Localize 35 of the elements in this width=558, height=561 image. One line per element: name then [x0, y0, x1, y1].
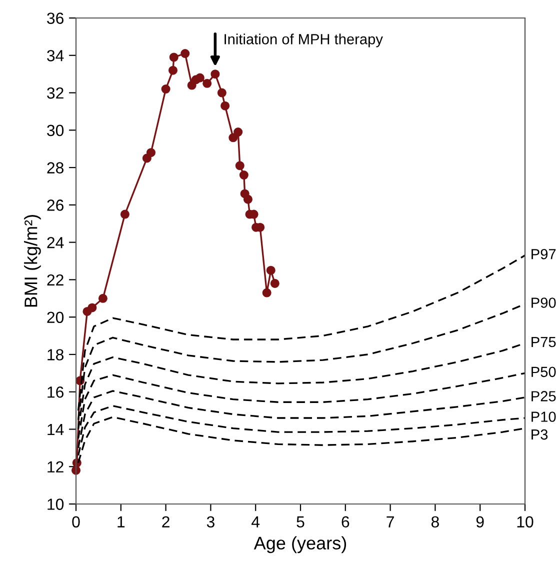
y-tick-label: 28 [47, 162, 64, 174]
x-tick-label: 3 [206, 516, 214, 528]
y-axis-title: BMI (kg/m²) [24, 214, 41, 307]
y-tick-label: 16 [48, 386, 64, 398]
series-label: P97 [532, 248, 556, 260]
series-label: P50 [532, 366, 556, 378]
x-axis-title: Age (years) [254, 536, 346, 554]
x-tick-label: 0 [72, 516, 80, 528]
y-tick-label: 36 [47, 12, 64, 24]
x-tick-label: 9 [476, 516, 484, 528]
y-tick-label: 30 [47, 124, 64, 136]
series-label: P3 [532, 429, 548, 440]
x-tick-label: 1 [118, 516, 125, 528]
y-tick-label: 18 [48, 349, 64, 360]
y-tick-label: 14 [48, 424, 64, 436]
y-tick-label: 22 [47, 274, 64, 286]
series-label: P90 [532, 298, 556, 308]
x-tick-label: 4 [252, 516, 260, 528]
y-tick-label: 20 [47, 312, 64, 324]
x-tick-label: 5 [296, 516, 304, 528]
annotation: Initiation of MPH therapy [224, 34, 383, 48]
x-tick-label: 7 [386, 516, 394, 528]
x-tick-label: 10 [517, 516, 534, 528]
y-tick-label: 24 [47, 236, 64, 248]
y-tick-label: 34 [47, 50, 64, 62]
x-tick-label: 2 [162, 516, 170, 528]
y-tick-label: 26 [47, 200, 64, 211]
y-tick-label: 10 [48, 498, 64, 510]
series-label: P25 [532, 391, 556, 402]
y-tick-label: 32 [47, 87, 64, 99]
y-tick-label: 12 [48, 461, 64, 472]
x-tick-label: 8 [431, 516, 439, 528]
x-tick-label: 6 [342, 516, 350, 528]
series-label: P10 [532, 412, 556, 422]
series-label: P75 [532, 336, 556, 348]
